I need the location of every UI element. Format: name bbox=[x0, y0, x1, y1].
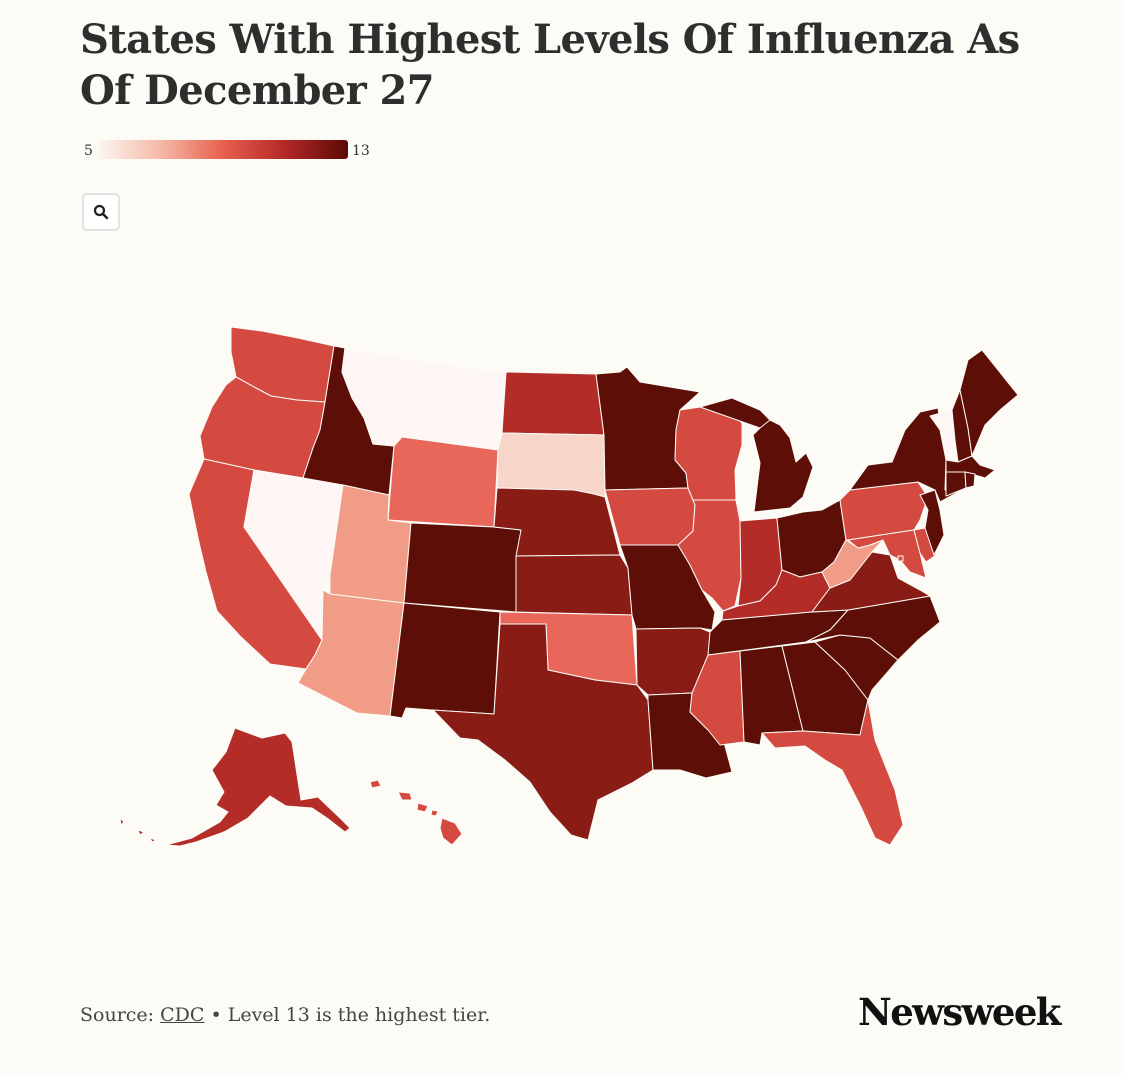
state-colorado[interactable] bbox=[403, 522, 522, 613]
state-hawaii[interactable] bbox=[369, 779, 463, 846]
source-note: Source: CDC • Level 13 is the highest ti… bbox=[80, 1004, 490, 1026]
state-iowa[interactable] bbox=[604, 487, 696, 546]
legend-min-label: 5 bbox=[84, 143, 93, 159]
state-maine[interactable] bbox=[959, 349, 1019, 457]
legend-gradient-bar bbox=[98, 140, 348, 159]
newsweek-logo: Newsweek bbox=[858, 990, 1061, 1034]
state-north-dakota[interactable] bbox=[501, 371, 605, 436]
state-michigan[interactable] bbox=[699, 397, 814, 513]
state-alaska[interactable] bbox=[165, 727, 351, 847]
search-icon bbox=[93, 204, 109, 220]
state-kansas[interactable] bbox=[515, 554, 633, 616]
legend-max-label: 13 bbox=[352, 143, 370, 159]
state-vermont[interactable] bbox=[929, 409, 956, 461]
state-delaware[interactable] bbox=[913, 527, 937, 563]
state-new-mexico[interactable] bbox=[389, 602, 501, 719]
state-west-virginia[interactable] bbox=[821, 539, 884, 589]
state-texas[interactable] bbox=[432, 623, 654, 841]
state-district-of-columbia[interactable] bbox=[897, 555, 904, 562]
state-florida[interactable] bbox=[761, 699, 904, 846]
source-label: Source: bbox=[80, 1004, 155, 1026]
state-wyoming[interactable] bbox=[387, 436, 499, 528]
state-rhode-island[interactable] bbox=[964, 471, 976, 489]
state-north-carolina[interactable] bbox=[805, 595, 941, 661]
zoom-search-button[interactable] bbox=[82, 193, 120, 231]
source-link-cdc[interactable]: CDC bbox=[160, 1004, 205, 1026]
state-connecticut[interactable] bbox=[945, 471, 967, 497]
color-legend: 5 13 bbox=[84, 140, 370, 162]
page-title: States With Highest Levels Of Influenza … bbox=[80, 16, 1020, 114]
state-new-jersey[interactable] bbox=[919, 489, 945, 556]
state-south-dakota[interactable] bbox=[496, 432, 606, 498]
state-alaska-islands[interactable] bbox=[119, 817, 157, 843]
tier-note: • Level 13 is the highest tier. bbox=[210, 1004, 491, 1026]
